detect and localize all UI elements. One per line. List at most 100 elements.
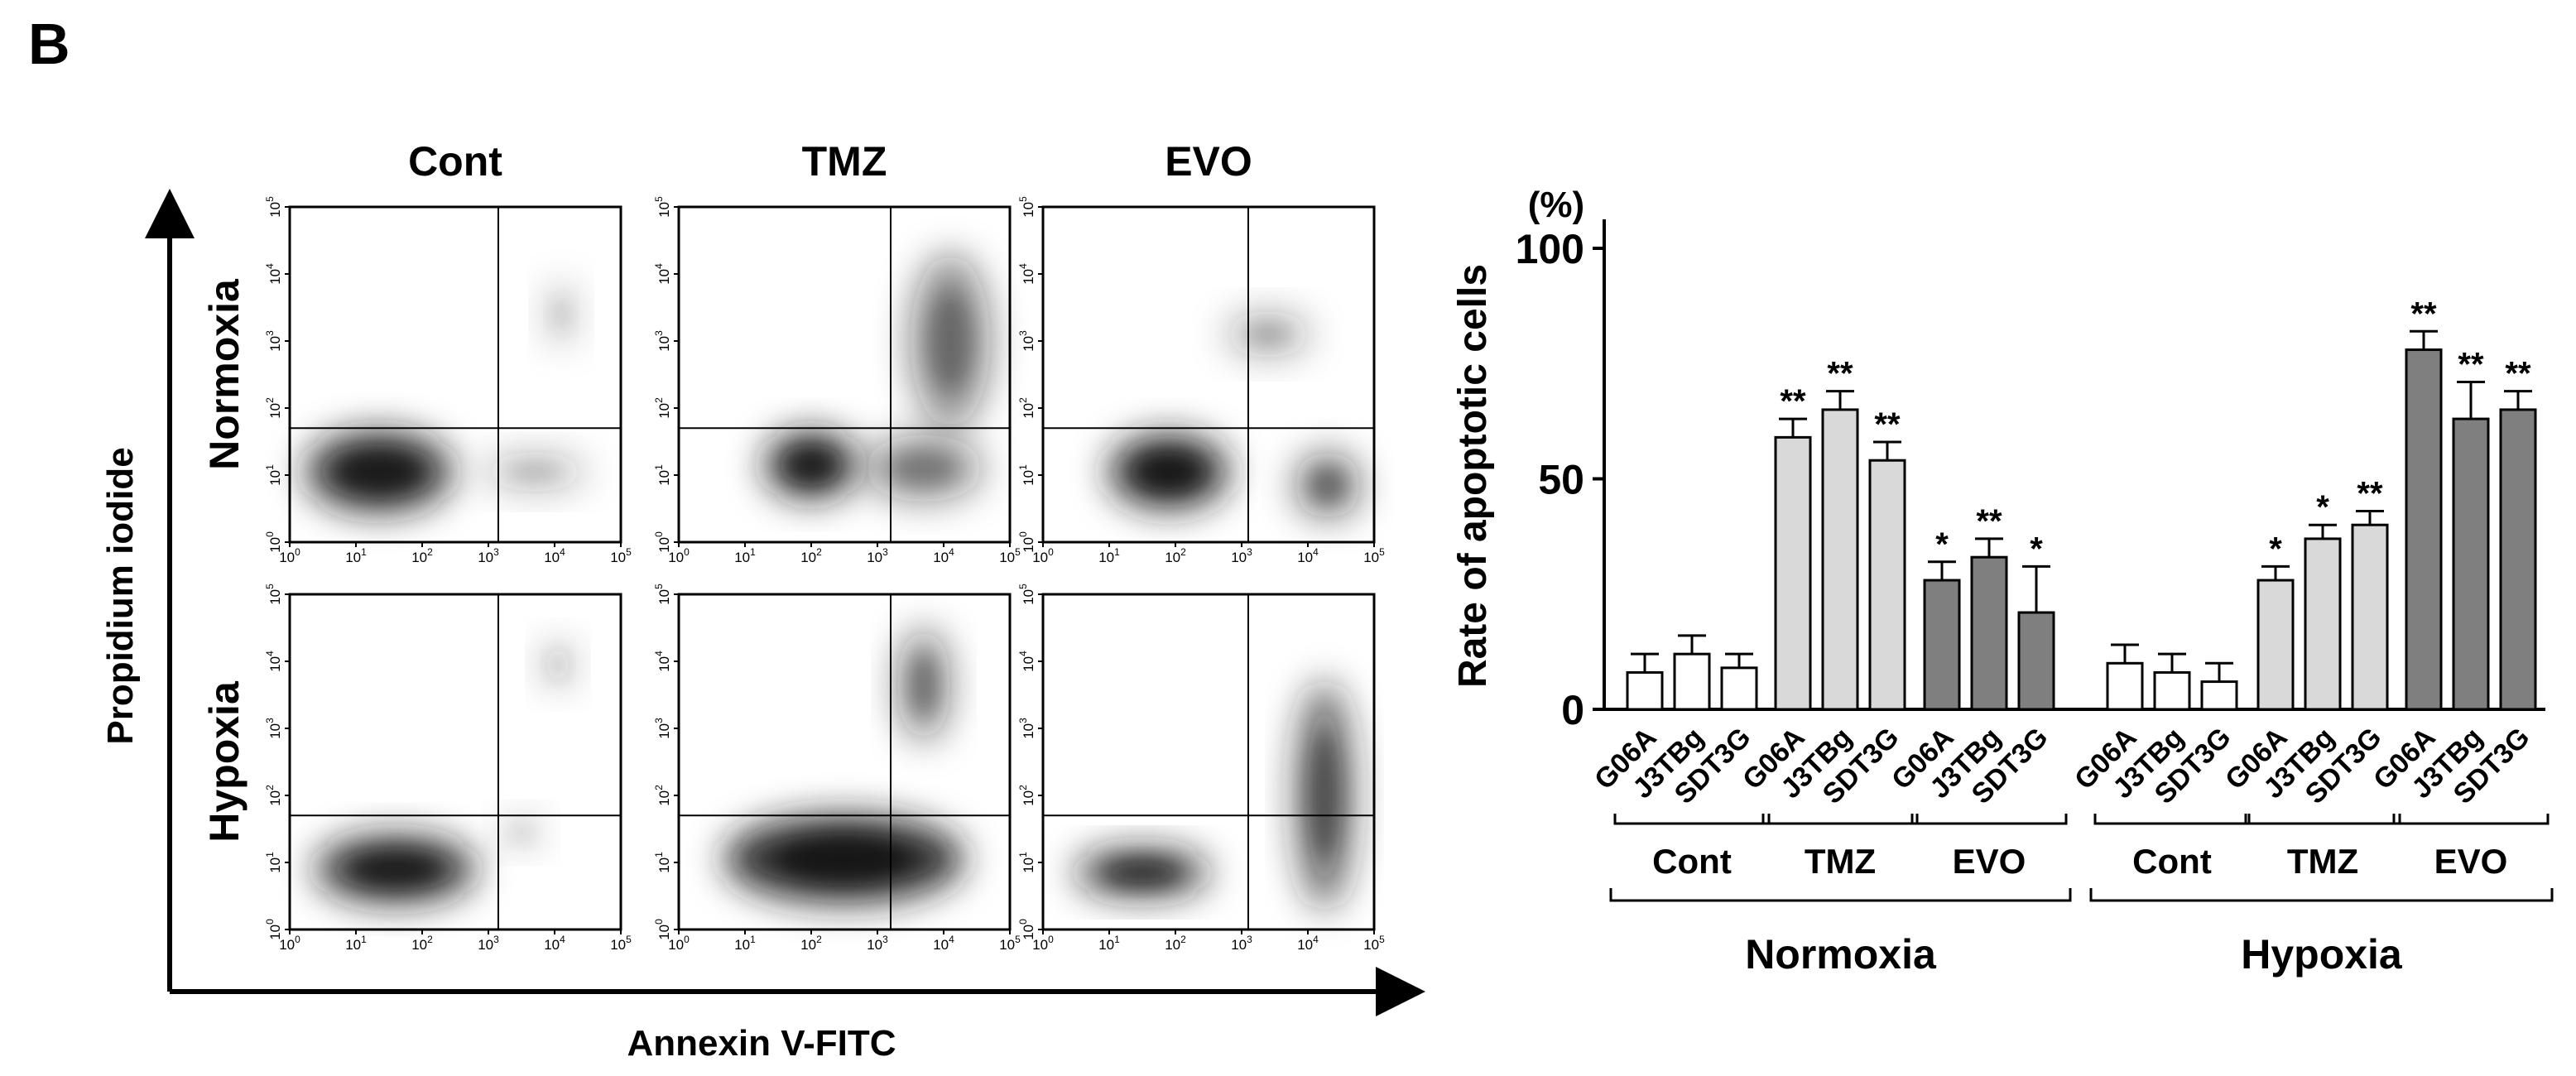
treatment-bracket — [1613, 814, 1771, 825]
flow-density-core — [778, 834, 911, 883]
tick-exponent: 1 — [653, 464, 665, 470]
tick-exponent: 3 — [264, 330, 276, 336]
tick-base: 10 — [411, 937, 427, 953]
flow-y-tick-label: 100 — [1017, 919, 1036, 940]
tick-exponent: 1 — [1114, 934, 1120, 945]
flow-x-tick-label: 100 — [668, 546, 690, 565]
tick-exponent: 2 — [1180, 934, 1186, 945]
tick-base: 10 — [656, 403, 672, 419]
tick-exponent: 4 — [653, 651, 665, 656]
tick-exponent: 5 — [626, 934, 632, 945]
bar — [2452, 417, 2490, 711]
flow-y-tick-label: 104 — [653, 651, 672, 672]
flow-density-core — [1106, 859, 1179, 886]
panel-label: B — [28, 12, 70, 76]
tick-base: 10 — [656, 723, 672, 739]
flow-density-core — [552, 295, 570, 333]
tick-base: 10 — [1021, 202, 1036, 218]
tick-base: 10 — [1021, 925, 1036, 940]
flow-x-tick-label: 104 — [933, 546, 954, 565]
flow-y-tick-label: 100 — [264, 919, 283, 940]
significance-marker: * — [2316, 489, 2329, 526]
flow-x-tick-label: 101 — [734, 934, 756, 953]
tick-base: 10 — [800, 550, 816, 565]
flow-x-tick-label: 100 — [1032, 546, 1054, 565]
tick-base: 10 — [656, 589, 672, 605]
tick-exponent: 0 — [684, 934, 690, 945]
flow-x-tick-label: 103 — [478, 546, 499, 565]
tick-exponent: 2 — [1017, 785, 1029, 790]
bar-y-axis-label: Rate of apoptotic cells — [1451, 264, 1495, 688]
significance-marker: ** — [2410, 295, 2437, 332]
tick-exponent: 2 — [653, 397, 665, 403]
bar — [1821, 408, 1859, 711]
tick-exponent: 4 — [1313, 546, 1319, 558]
bar — [1626, 670, 1664, 711]
tick-exponent: 1 — [1114, 546, 1120, 558]
tick-exponent: 4 — [264, 651, 276, 656]
significance-marker: ** — [1874, 406, 1901, 443]
tick-exponent: 3 — [1017, 718, 1029, 723]
tick-base: 10 — [1297, 937, 1313, 953]
bar — [2351, 523, 2389, 711]
tick-exponent: 2 — [816, 934, 822, 945]
flow-x-axis-label: Annexin V-FITC — [627, 1023, 896, 1064]
treatment-label: EVO — [1953, 842, 2026, 881]
flow-x-tick-label: 105 — [610, 934, 632, 953]
tick-base: 10 — [656, 269, 672, 285]
bar-y-tick-label: 50 — [1538, 457, 1584, 503]
tick-base: 10 — [267, 470, 283, 486]
flow-y-tick-label: 103 — [264, 330, 283, 352]
bar — [1970, 555, 2008, 711]
tick-base: 10 — [1021, 336, 1036, 352]
flow-x-tick-label: 105 — [999, 934, 1021, 953]
tick-base: 10 — [279, 550, 295, 565]
flow-y-tick-label: 103 — [653, 330, 672, 352]
tick-base: 10 — [1032, 550, 1048, 565]
flow-x-tick-label: 104 — [933, 934, 954, 953]
condition-label: Hypoxia — [2241, 931, 2403, 978]
tick-base: 10 — [267, 336, 283, 352]
flow-plot-frame — [1041, 593, 1376, 931]
flow-x-tick-label: 102 — [1165, 546, 1186, 565]
flow-row-label: Normoxia — [201, 278, 248, 470]
tick-exponent: 0 — [295, 934, 300, 945]
tick-base: 10 — [267, 723, 283, 739]
flow-y-tick-label: 105 — [264, 584, 283, 605]
tick-base: 10 — [411, 550, 427, 565]
tick-exponent: 4 — [1313, 934, 1319, 945]
tick-exponent: 0 — [653, 919, 665, 925]
tick-exponent: 3 — [653, 330, 665, 336]
significance-marker: ** — [2505, 356, 2531, 392]
bar — [1868, 459, 1906, 711]
tick-base: 10 — [1021, 656, 1036, 672]
tick-exponent: 1 — [750, 546, 756, 558]
tick-exponent: 5 — [1379, 546, 1385, 558]
tick-exponent: 1 — [1017, 464, 1029, 470]
flow-plot-frame — [288, 205, 622, 544]
flow-x-tick-label: 104 — [544, 546, 565, 565]
significance-marker: ** — [2458, 347, 2484, 383]
flow-x-tick-label: 102 — [411, 934, 433, 953]
flow-x-tick-label: 101 — [345, 546, 367, 565]
tick-base: 10 — [267, 202, 283, 218]
tick-base: 10 — [656, 470, 672, 486]
tick-exponent: 0 — [653, 531, 665, 537]
tick-exponent: 5 — [264, 584, 276, 589]
bar — [2499, 408, 2537, 711]
tick-base: 10 — [668, 937, 684, 953]
tick-exponent: 1 — [361, 546, 367, 558]
treatment-bracket — [2244, 814, 2401, 825]
tick-base: 10 — [267, 925, 283, 940]
significance-marker: ** — [2357, 475, 2383, 512]
flow-x-tick-label: 103 — [1231, 934, 1252, 953]
flow-y-tick-label: 102 — [264, 397, 283, 419]
flow-y-tick-label: 103 — [1017, 330, 1036, 352]
tick-base: 10 — [1032, 937, 1048, 953]
tick-exponent: 2 — [264, 397, 276, 403]
tick-base: 10 — [267, 589, 283, 605]
flow-x-tick-label: 100 — [279, 934, 300, 953]
tick-exponent: 5 — [1015, 934, 1021, 945]
flow-y-tick-label: 102 — [653, 397, 672, 419]
